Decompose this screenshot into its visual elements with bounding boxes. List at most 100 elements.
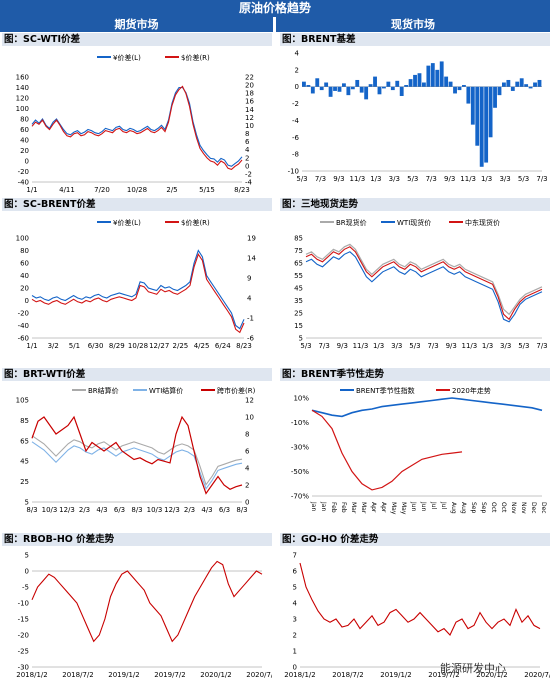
basis-bar: [475, 86, 480, 146]
legend-label: BR结算价: [88, 386, 119, 395]
legend-label: BRENT季节性指数: [356, 386, 415, 395]
x-tick-label: 6/3: [114, 506, 125, 514]
basis-bar: [364, 86, 369, 100]
x-tick-label: 2/3: [184, 506, 195, 514]
x-tick-label: Feb: [330, 502, 337, 513]
legend-label: WTI结算价: [149, 386, 183, 395]
basis-bar: [444, 76, 449, 87]
y-right-tick-label: 10: [245, 122, 254, 130]
x-tick-label: Oct: [490, 502, 497, 513]
y-tick-label: 25: [294, 310, 303, 318]
x-tick-label: Nov: [520, 502, 527, 514]
y-tick-label: 0: [293, 664, 297, 672]
chart-svg: 420-2-4-6-8-105/3 7/3 9/3 11/3 1/3 3/3 5/3 7/3 9…: [288, 50, 548, 184]
x-tick-label: 8/29: [109, 342, 125, 350]
y-right-tick-label: 14: [247, 255, 256, 263]
x-tick-label: 2019/1/2: [380, 671, 411, 679]
basis-bar: [310, 86, 315, 94]
y-tick-label: 120: [16, 95, 29, 103]
x-tick-label: 12/3: [164, 506, 180, 514]
section-futures: 期货市场: [0, 17, 273, 32]
y-tick-label: 1: [293, 648, 297, 656]
y-right-tick-label: 22: [245, 74, 254, 82]
y-tick-label: 85: [294, 235, 303, 243]
basis-bar: [395, 80, 400, 87]
x-tick-label: 6/30: [88, 342, 104, 350]
x-tick-label: 1/1: [26, 342, 37, 350]
panel-brent-basis: 图：BRENT基差 4 2 0 -2 -4 -6 -8 -10 5/3 7/3 9/3 11/3 1/3…: [280, 33, 550, 203]
x-tick-label: 2018/7/2: [332, 671, 363, 679]
x-tick-label: Mar: [360, 502, 367, 514]
basis-bar: [519, 78, 524, 87]
y-right-tick-label: 4: [245, 146, 250, 154]
x-tick-label: 8/23: [234, 186, 250, 194]
x-tick-label: 1/3: [373, 342, 384, 350]
y-right-tick-label: 6: [245, 138, 250, 146]
basis-bar: [533, 82, 537, 87]
basis-bar: [342, 83, 346, 87]
y-tick-label: 5: [25, 499, 29, 507]
series-wti-settle: [31, 441, 243, 490]
x-tick-label: Sep: [470, 502, 477, 514]
y-tick-label: 55: [294, 272, 303, 280]
y-right-tick-label: 6: [245, 448, 250, 456]
x-tick-label: Jun: [410, 501, 417, 512]
y-tick-label: -60: [18, 335, 29, 343]
basis-bar: [319, 86, 324, 91]
basis-bar: [462, 85, 466, 87]
x-tick-label: 7/20: [94, 186, 110, 194]
x-tick-label: 12/27: [149, 342, 169, 350]
x-tick-label: 4/11: [59, 186, 75, 194]
panel-brent-seasonal: 图：BRENT季节性走势 BRENT季节性指数 2020年走势 10% -10% -30…: [280, 368, 550, 523]
y-tick-label: 40: [20, 272, 29, 280]
series-cross-spread: [31, 415, 243, 495]
page-title: 原油价格趋势: [0, 0, 550, 17]
x-tick-label: 8/3: [131, 506, 142, 514]
y-tick-label: 5: [299, 335, 303, 343]
y-right-tick-label: 12: [245, 397, 254, 405]
chart-title: 图：RBOB-HO 价差走势: [2, 533, 272, 546]
y-tick-label: -30%: [291, 444, 309, 452]
basis-bar: [484, 86, 489, 163]
y-right-tick-label: 0: [245, 162, 249, 170]
x-tick-label: 2020/1/2: [200, 671, 231, 679]
basis-bar: [333, 86, 337, 91]
chart-title: 图：BRENT季节性走势: [280, 368, 550, 381]
basis-bar: [439, 61, 444, 87]
y-right-tick-label: 8: [245, 130, 249, 138]
legend-label: ¥价差(L): [113, 53, 141, 62]
y-tick-label: 40: [20, 137, 29, 145]
chart-title: 图：BRT-WTI价差: [2, 368, 272, 381]
series-brent-spot: [305, 243, 543, 316]
x-tick-label: 2018/7/2: [62, 671, 93, 679]
y-tick-label: 60: [20, 126, 29, 134]
x-tick-label: Apr: [370, 502, 377, 513]
x-tick-label: Aug: [460, 502, 467, 514]
x-tick-label: Dec: [540, 502, 547, 514]
x-tick-label: 12/3: [59, 506, 75, 514]
x-tick-label: 2019/1/2: [108, 671, 139, 679]
chart-title: 图：三地现货走势: [280, 198, 550, 211]
basis-bar: [390, 86, 395, 91]
y-tick-label: 35: [294, 297, 303, 305]
x-tick-label: 2018/1/2: [284, 671, 315, 679]
panel-go-ho: 图：GO-HO 价差走势 7 6 5 4 3 2 1 0 2018/1/2 2018/7/2 201…: [280, 533, 550, 688]
y-tick-label: 15: [294, 322, 303, 330]
basis-bar: [404, 85, 409, 87]
x-tick-label: 9/3: [446, 342, 457, 350]
y-tick-label: -10: [288, 168, 299, 176]
x-tick-label: 7/3: [427, 342, 438, 350]
y-tick-label: 85: [20, 417, 29, 425]
x-tick-label: Feb: [340, 502, 347, 513]
basis-bar: [502, 82, 506, 87]
x-tick-label: May: [390, 502, 397, 515]
y-tick-label: 5: [25, 552, 29, 560]
y-tick-label: -15: [18, 616, 29, 624]
panel-three-spot: 图：三地现货走势 BR现货价 WTI现货价 中东现货价 85 75 65 55 45 35 25 1…: [280, 198, 550, 358]
basis-bar: [382, 86, 386, 89]
chart-svg: ¥价差(L) $价差(R)160140120100806040200-20-402…: [16, 53, 255, 194]
basis-bar: [479, 86, 484, 167]
series-usd-spread: [31, 253, 245, 334]
x-tick-label: Jul: [430, 501, 437, 510]
